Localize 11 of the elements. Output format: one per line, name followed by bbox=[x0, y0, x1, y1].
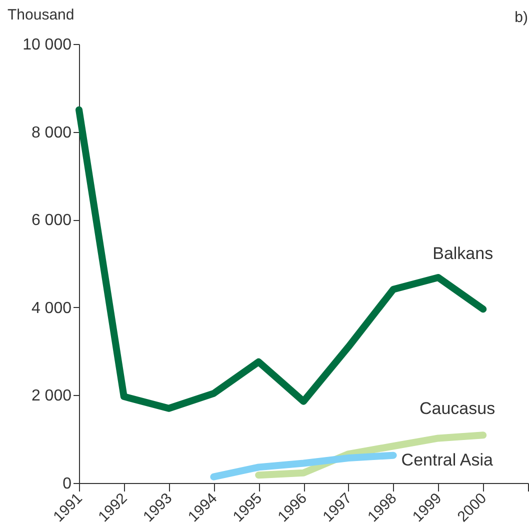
series-label: Balkans bbox=[432, 244, 494, 264]
text: b) bbox=[514, 9, 528, 26]
series-label: Caucasus bbox=[419, 399, 496, 418]
y-tick-label: 8 000 bbox=[31, 124, 72, 142]
y-tick-label: 0 bbox=[62, 476, 72, 492]
y-tick-label: 2 000 bbox=[31, 388, 72, 405]
y-tick-label: 6 000 bbox=[31, 212, 72, 230]
y-tick-label: 10 000 bbox=[22, 36, 72, 54]
y-tick-label: 4 000 bbox=[31, 300, 72, 317]
series-label: Central Asia bbox=[401, 450, 494, 470]
y-axis-title: Thousand bbox=[8, 6, 74, 24]
